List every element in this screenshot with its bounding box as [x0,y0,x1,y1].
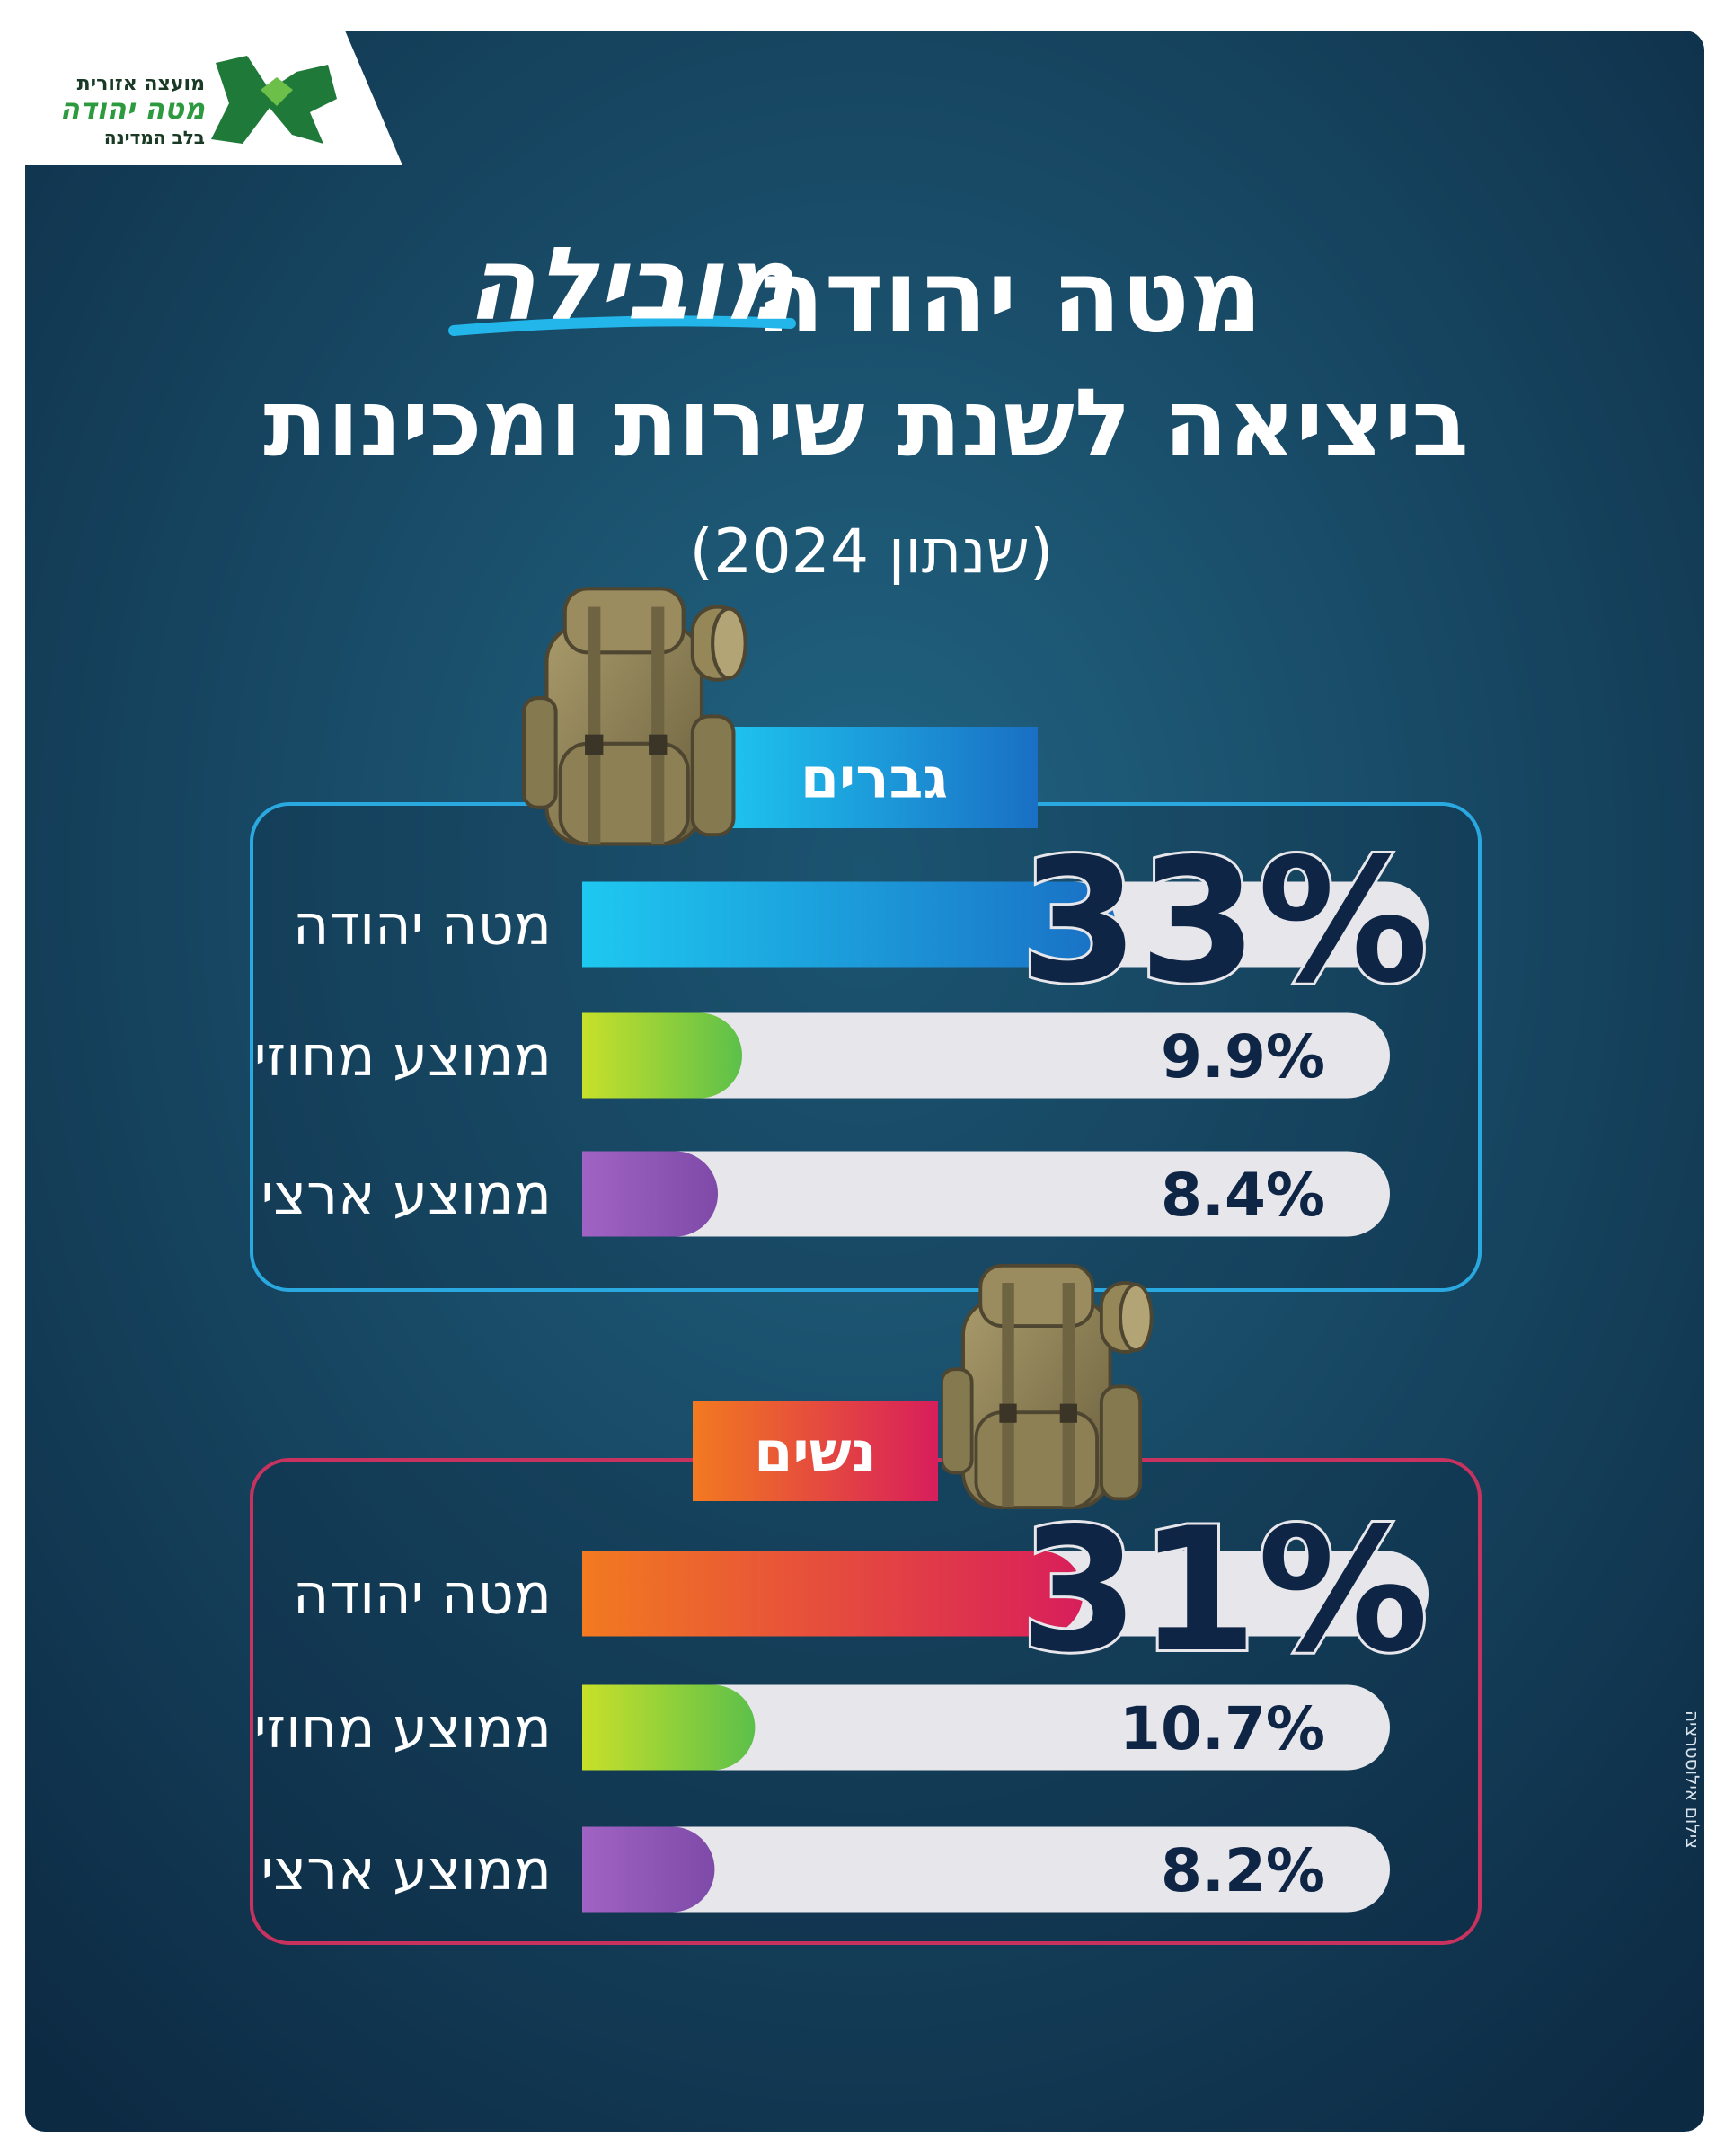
title: ביציאה לשנת שירות ומכינות [263,368,1469,478]
category-label: מטה יהודה [293,1561,552,1627]
value-label: 33% [1020,822,1429,1021]
value-label: 8.2% [1161,1836,1325,1905]
value-label: 31% [1020,1491,1429,1690]
category-label: ממוצע ארצי [261,1162,552,1227]
title: מטה יהודה [756,239,1262,356]
logo-text: מטה יהודה [60,92,206,126]
group-tag [711,727,1038,828]
title-highlight: מובילה [467,226,797,343]
bar [582,1826,715,1913]
logo-emblem [211,56,337,144]
logo-text: בלב המדינה [104,127,205,148]
category-label: ממוצע מחוזי [254,1695,552,1761]
bar-track [582,1684,1390,1771]
category-label: מטה יהודה [293,892,552,958]
logo-text: מועצה אזורית [77,73,205,95]
group-tag [693,1401,938,1501]
value-label: 10.7% [1119,1694,1325,1763]
category-label: ממוצע מחוזי [254,1023,552,1089]
category-label: ממוצע ארצי [261,1837,552,1903]
value-label: 8.4% [1161,1161,1325,1230]
bar [582,1684,756,1771]
bar-track [582,1826,1390,1913]
value-label: 9.9% [1161,1022,1325,1091]
bar-track [582,1012,1390,1099]
bar [582,881,1116,968]
bar [582,1151,719,1237]
title-underline [448,315,796,336]
bar [582,1012,743,1099]
bar-track [582,1151,1390,1237]
group-title: נשים [754,1419,877,1485]
bar [582,1551,1084,1637]
subtitle: (שנתון 2024) [690,517,1054,588]
group-title: גברים [801,746,948,811]
photo-credit: צילום אילוסטרציה [1682,1710,1703,1849]
